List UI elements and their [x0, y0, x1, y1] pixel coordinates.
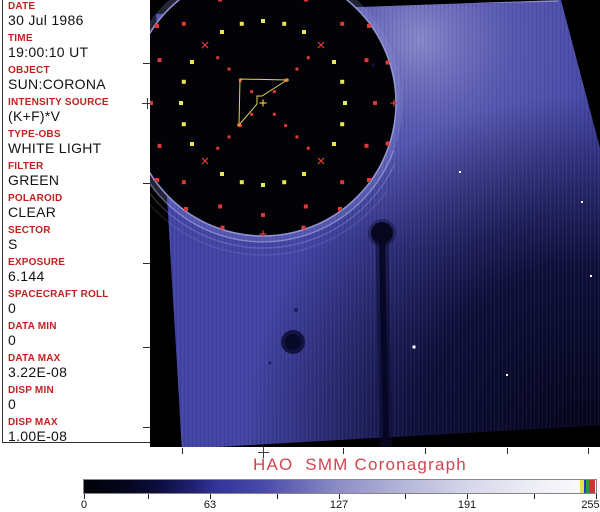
- metadata-field: OBJECT SUN:CORONA: [3, 65, 150, 97]
- field-label: SPACECRAFT ROLL: [8, 289, 109, 300]
- bottom-axis-tick: [588, 448, 589, 454]
- colorbar-major-tick: [339, 494, 340, 499]
- lut-overlay-stripe: [580, 480, 584, 493]
- field-label: DISP MAX: [8, 417, 58, 428]
- field-value: 30 Jul 1986: [8, 12, 84, 28]
- metadata-field: SECTOR S: [3, 225, 150, 257]
- pylon-arm: [368, 219, 396, 448]
- bottom-axis-tick: [343, 448, 344, 454]
- field-value: CLEAR: [8, 204, 57, 220]
- field-label: EXPOSURE: [8, 257, 66, 268]
- field-label: SECTOR: [8, 225, 51, 236]
- metadata-field: DATA MIN 0: [3, 321, 150, 353]
- bottom-axis-tick: [425, 448, 426, 454]
- field-label: DISP MIN: [8, 385, 54, 396]
- metadata-field: DISP MAX 1.00E-08: [3, 417, 150, 449]
- metadata-field: TYPE-OBS WHITE LIGHT: [3, 129, 150, 161]
- lut-overlay-stripe: [586, 480, 589, 493]
- left-axis-tick: [143, 183, 150, 184]
- field-label: FILTER: [8, 161, 44, 172]
- metadata-field: TIME 19:00:10 UT: [3, 33, 150, 65]
- field-value: 3.22E-08: [8, 364, 68, 380]
- colorbar-major-tick: [84, 494, 85, 499]
- left-axis-tick: [143, 263, 150, 264]
- metadata-field: SPACECRAFT ROLL 0: [3, 289, 150, 321]
- coronagraph-image: [119, 0, 600, 448]
- colorbar-major-tick: [467, 494, 468, 499]
- metadata-field: EXPOSURE 6.144: [3, 257, 150, 289]
- field-label: DATE: [8, 1, 36, 12]
- colorbar: [83, 479, 597, 494]
- bottom-axis-tick: [507, 448, 508, 454]
- colorbar-minor-tick: [277, 494, 278, 499]
- field-value: SUN:CORONA: [8, 76, 106, 92]
- colorbar-major-tick: [210, 494, 211, 499]
- bottom-axis-plus: [263, 447, 264, 458]
- colorbar-minor-tick: [148, 494, 149, 499]
- lut-overlay-stripe: [584, 480, 586, 493]
- metadata-field: DATE 30 Jul 1986: [3, 0, 150, 33]
- bottom-axis-tick: [182, 448, 183, 454]
- polygon-vertex-dots: [237, 78, 289, 127]
- field-value: S: [8, 236, 18, 252]
- metadata-field: POLAROID CLEAR: [3, 193, 150, 225]
- dust-specks: [268, 63, 375, 365]
- colorbar-tick-label: 63: [203, 499, 217, 511]
- colorbar-tick-label: 255: [581, 499, 600, 511]
- colorbar-tick-label: 0: [80, 499, 88, 511]
- metadata-field: FILTER GREEN: [3, 161, 150, 193]
- field-value: GREEN: [8, 172, 60, 188]
- colorbar-major-tick: [596, 494, 597, 499]
- lut-overlay-stripe: [589, 480, 595, 493]
- field-value: 6.144: [8, 268, 45, 284]
- left-axis-tick: [143, 347, 150, 348]
- field-label: OBJECT: [8, 65, 50, 76]
- field-label: DATA MIN: [8, 321, 57, 332]
- left-axis-tick: [143, 427, 150, 428]
- colorbar-tick-label: 127: [329, 499, 349, 511]
- coronagraph-canvas: [119, 0, 600, 448]
- image-title: HAO SMM Coronagraph: [253, 455, 467, 474]
- field-value: 0: [8, 300, 17, 316]
- colorbar-minor-tick: [405, 494, 406, 499]
- field-label: TIME: [8, 33, 33, 44]
- colorbar-scale: 0 63 127 191 255: [80, 494, 600, 512]
- metadata-panel: DATE 30 Jul 1986 TIME 19:00:10 UT OBJECT SUN:…: [2, 0, 150, 444]
- field-label: INTENSITY SOURCE: [8, 97, 109, 108]
- left-axis-plus: [147, 98, 148, 109]
- stars: [412, 171, 592, 376]
- field-value: 19:00:10 UT: [8, 44, 89, 60]
- field-value: (K+F)*V: [8, 108, 61, 124]
- colorbar-tick-label: 191: [457, 499, 477, 511]
- metadata-field: DISP MIN 0: [3, 385, 150, 417]
- field-value: 0: [8, 332, 17, 348]
- colorbar-minor-tick: [534, 494, 535, 499]
- field-label: DATA MAX: [8, 353, 61, 364]
- field-value: 0: [8, 396, 17, 412]
- field-label: POLAROID: [8, 193, 63, 204]
- field-label: TYPE-OBS: [8, 129, 61, 140]
- field-value: WHITE LIGHT: [8, 140, 102, 156]
- field-value: 1.00E-08: [8, 428, 68, 444]
- metadata-field: DATA MAX 3.22E-08: [3, 353, 150, 385]
- metadata-field: INTENSITY SOURCE (K+F)*V: [3, 97, 150, 129]
- left-axis-tick: [143, 63, 150, 64]
